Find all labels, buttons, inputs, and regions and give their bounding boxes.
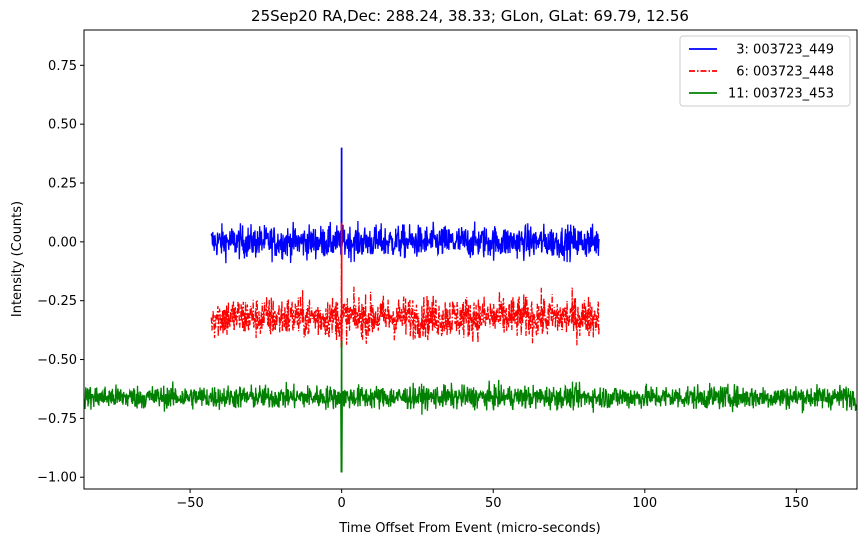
y-tick-label: −1.00: [37, 471, 77, 486]
y-tick-label: −0.75: [37, 412, 77, 427]
legend-box: [679, 35, 851, 107]
x-tick-label: 50: [485, 496, 502, 511]
x-tick-label: 150: [784, 496, 809, 511]
chart-title: 25Sep20 RA,Dec: 288.24, 38.33; GLon, GLa…: [251, 7, 689, 25]
legend: 3: 003723_449 6: 003723_448 11: 003723_45…: [679, 35, 851, 107]
series-line-2: [210, 222, 600, 348]
y-tick-label: 0.00: [48, 235, 77, 250]
plot-frame: [83, 29, 858, 490]
y-tick-label: −0.50: [37, 353, 77, 368]
legend-entry-1: 3: 003723_449: [728, 43, 834, 58]
y-tick-label: 0.50: [48, 118, 77, 133]
series-line-1: [210, 147, 600, 264]
x-tick-label: −50: [176, 496, 203, 511]
x-tick-label: 0: [338, 496, 346, 511]
series-lines: [84, 147, 857, 473]
y-tick-label: −0.25: [37, 294, 77, 309]
legend-entry-2: 6: 003723_448: [728, 65, 834, 80]
y-tick-label: 0.75: [48, 59, 77, 74]
x-axis-label: Time Offset From Event (micro-seconds): [338, 521, 601, 536]
legend-entry-3: 11: 003723_453: [728, 87, 834, 102]
x-tick-label: 100: [632, 496, 657, 511]
y-axis-label: Intensity (Counts): [10, 201, 25, 317]
series-line-3: [84, 340, 857, 473]
y-tick-label: 0.25: [48, 177, 77, 192]
axes: −50 0 50 100 150 0.75 0.50 0.25 0.00 −0.25 −0.50 −0…: [37, 59, 809, 511]
